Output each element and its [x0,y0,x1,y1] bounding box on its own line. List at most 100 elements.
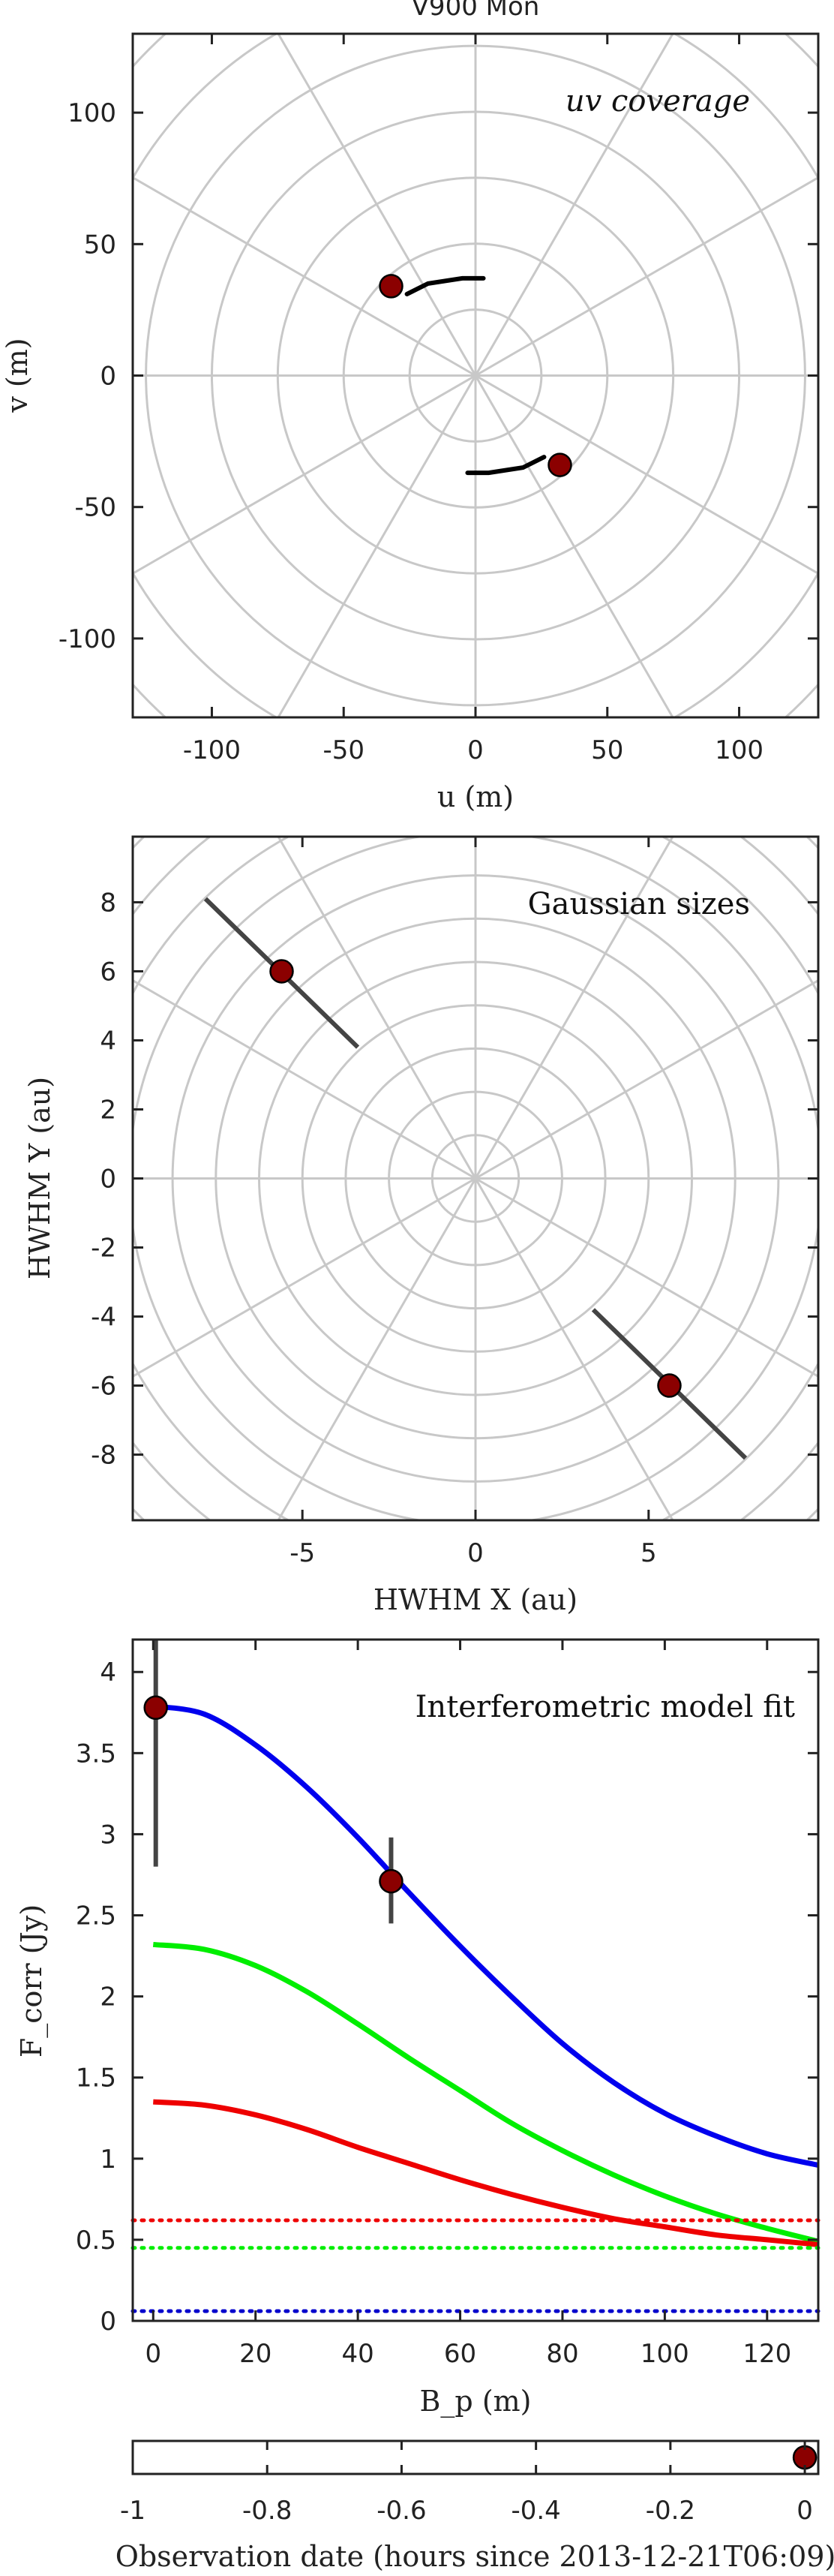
uv-y-tick-label: 100 [68,98,116,128]
figure-title: V900 Mon [412,0,540,22]
gaussian-y-tick-label: -4 [91,1303,116,1333]
uv-y-tick-label: 0 [100,362,116,392]
model-fit-x-axis-label: B_p (m) [419,2385,531,2418]
model-fit-y-tick-label: 0.5 [76,2226,116,2256]
grid-spoke [277,34,477,377]
observation-date-tick-label: 0 [796,2496,813,2526]
uv-x-tick-label: 0 [467,735,484,765]
observation-date-tick-label: -0.8 [242,2496,292,2526]
grid-spoke [277,1177,477,1520]
gaussian-point [269,959,294,984]
uv-points [379,274,572,477]
grid-spoke [277,837,477,1180]
gaussian-tick-labels: -5 0 5 8 6 4 2 0 -2 -4 -6 -8 [91,837,818,1568]
grid-ring [133,34,818,717]
uv-x-axis-label: u (m) [437,780,514,813]
uv-y-tick-label: -100 [58,624,116,654]
grid-spoke [474,1177,674,1520]
observation-date-x-axis-label: Observation date (hours since 2013-12-21… [116,2540,834,2573]
grid-spoke [133,978,476,1180]
gaussian-annotation: Gaussian sizes [528,887,750,921]
gaussian-y-axis-label: HWHM Y (au) [23,1077,56,1279]
model-fit-plot-frame [131,1638,820,2322]
uv-annotation: uv coverage [566,84,750,119]
model-fit-error-bars [153,1640,394,1924]
uv-x-tick-label: 50 [591,735,623,765]
grid-spoke [474,34,674,377]
model-fit-y-tick-label: 3 [100,1820,116,1850]
model-fit-y-tick-label: 3.5 [76,1739,116,1769]
model-fit-y-tick-label: 2 [100,1982,116,2012]
uv-y-tick-label: -50 [74,493,116,523]
model-fit-y-axis-label: F_corr (Jy) [15,1904,49,2057]
model-fit-x-tick-label: 60 [444,2339,476,2369]
model-fit-point [379,1868,404,1894]
model-fit-x-tick-label: 120 [742,2339,791,2369]
gaussian-y-tick-label: 0 [100,1165,116,1195]
grid-spoke [133,1177,476,1378]
gaussian-y-tick-label: -2 [91,1234,116,1264]
uv-track [404,275,486,296]
gaussian-y-tick-label: -6 [91,1372,116,1402]
grid-spoke [133,176,476,377]
uv-x-tick-label: -100 [183,735,241,765]
gaussian-y-tick-label: 2 [100,1095,116,1125]
grid-spoke [474,374,674,717]
grid-ring [0,0,834,903]
uv-y-axis-label: v (m) [1,338,34,413]
gaussian-x-tick-label: 0 [467,1538,484,1568]
observation-date-panel: -1 -0.8 -0.6 -0.4 -0.2 0 Observation date (ho… [116,2439,834,2573]
observation-date-tick-label: -0.4 [511,2496,560,2526]
uv-tracks [404,275,547,476]
model-fit-series-line [152,1703,819,2168]
grid-spoke [475,978,818,1180]
gaussian-y-tick-label: 8 [100,888,116,918]
polar-grid-lines [0,0,834,903]
uv-x-tick-label: 100 [715,735,764,765]
uv-coverage-panel: -100 -50 0 50 100 100 50 0 -50 -100 uv coverage u… [0,0,834,903]
observation-date-tick-label: -0.2 [646,2496,695,2526]
gaussian-x-tick-label: 5 [640,1538,657,1568]
uv-y-tick-label: 50 [84,230,116,260]
gaussian-x-axis-label: HWHM X (au) [374,1583,578,1616]
uv-tick-labels: -100 -50 0 50 100 100 50 0 -50 -100 [58,34,818,765]
uv-point [548,452,572,477]
model-fit-x-tick-label: 20 [239,2339,272,2369]
grid-spoke [475,374,818,576]
observation-date-frame [131,2439,820,2475]
grid-spoke [133,374,476,576]
uv-x-tick-label: -50 [322,735,364,765]
gaussian-x-tick-label: -5 [290,1538,315,1568]
model-fit-points [143,1695,404,1894]
model-fit-y-tick-label: 1.5 [76,2064,116,2094]
grid-spoke [475,1177,818,1378]
gaussian-point [657,1373,682,1398]
grid-spoke [474,837,674,1180]
model-fit-x-tick-label: 80 [546,2339,578,2369]
model-fit-series [130,1703,820,2313]
uv-polar-grid [0,0,834,903]
model-fit-y-tick-label: 0 [100,2307,116,2337]
model-fit-x-tick-label: 100 [640,2339,689,2369]
model-fit-x-tick-label: 0 [145,2339,161,2369]
model-fit-y-tick-label: 1 [100,2145,116,2175]
model-fit-series-line [152,1941,819,2244]
model-fit-panel: 0 20 40 60 80 100 120 4 3.5 3 2.5 2 1.5 1 0.5 0 Interfe… [15,1638,820,2418]
observation-date-tick-label: -0.6 [376,2496,426,2526]
uv-track [465,455,547,476]
gaussian-y-tick-label: 4 [100,1026,116,1056]
model-fit-y-tick-label: 4 [100,1658,116,1688]
model-fit-tick-labels: 0 20 40 60 80 100 120 4 3.5 3 2.5 2 1.5 1 0.5 0 [76,1640,818,2369]
model-fit-x-tick-label: 40 [341,2339,374,2369]
model-fit-annotation: Interferometric model fit [416,1690,795,1724]
model-fit-y-tick-label: 2.5 [76,1901,116,1931]
gaussian-points [269,959,682,1398]
model-fit-series-line [153,2099,819,2247]
gaussian-y-tick-label: 6 [100,957,116,987]
observation-date-tick-label: -1 [120,2496,146,2526]
gaussian-y-tick-label: -8 [91,1441,116,1471]
